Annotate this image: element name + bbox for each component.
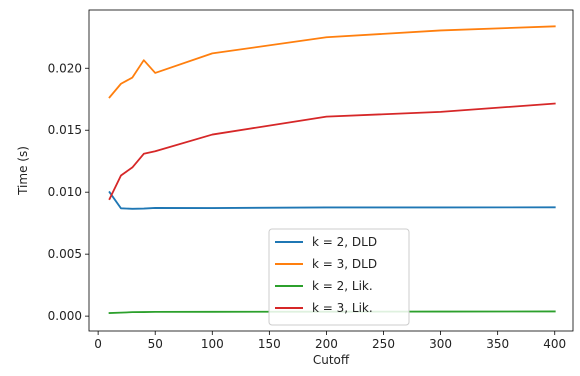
x-tick-label: 300: [429, 337, 452, 351]
legend-label: k = 3, Lik.: [312, 301, 373, 315]
y-axis-label: Time (s): [16, 146, 30, 196]
x-tick-label: 0: [94, 337, 102, 351]
plot-area: [88, 9, 574, 332]
y-tick-label: 0.005: [48, 247, 82, 261]
x-tick-label: 200: [315, 337, 338, 351]
y-tick-label: 0.020: [48, 61, 82, 75]
y-tick-label: 0.010: [48, 185, 82, 199]
legend-label: k = 2, Lik.: [312, 279, 373, 293]
x-tick-label: 400: [543, 337, 566, 351]
legend-label: k = 2, DLD: [312, 235, 377, 249]
x-tick-label: 50: [148, 337, 163, 351]
y-axis: 0.000 0.005 0.010 0.015 0.020: [48, 61, 89, 323]
y-tick-label: 0.015: [48, 123, 82, 137]
legend-box: [268, 228, 410, 326]
x-tick-label: 350: [486, 337, 509, 351]
y-tick-label: 0.000: [48, 309, 82, 323]
series-line-4: [108, 102, 556, 201]
series-line-1: [108, 190, 556, 210]
x-axis-label: Cutoff: [313, 353, 350, 367]
x-tick-label: 250: [372, 337, 395, 351]
x-tick-label: 150: [258, 337, 281, 351]
series-line-2: [108, 25, 556, 99]
legend: k = 2, DLD k = 3, DLD k = 2, Lik. k = 3, Li…: [268, 228, 410, 326]
x-axis: 0 50 100 150 200 250 300 350 400: [94, 331, 566, 351]
x-tick-label: 100: [201, 337, 224, 351]
legend-label: k = 3, DLD: [312, 257, 377, 271]
